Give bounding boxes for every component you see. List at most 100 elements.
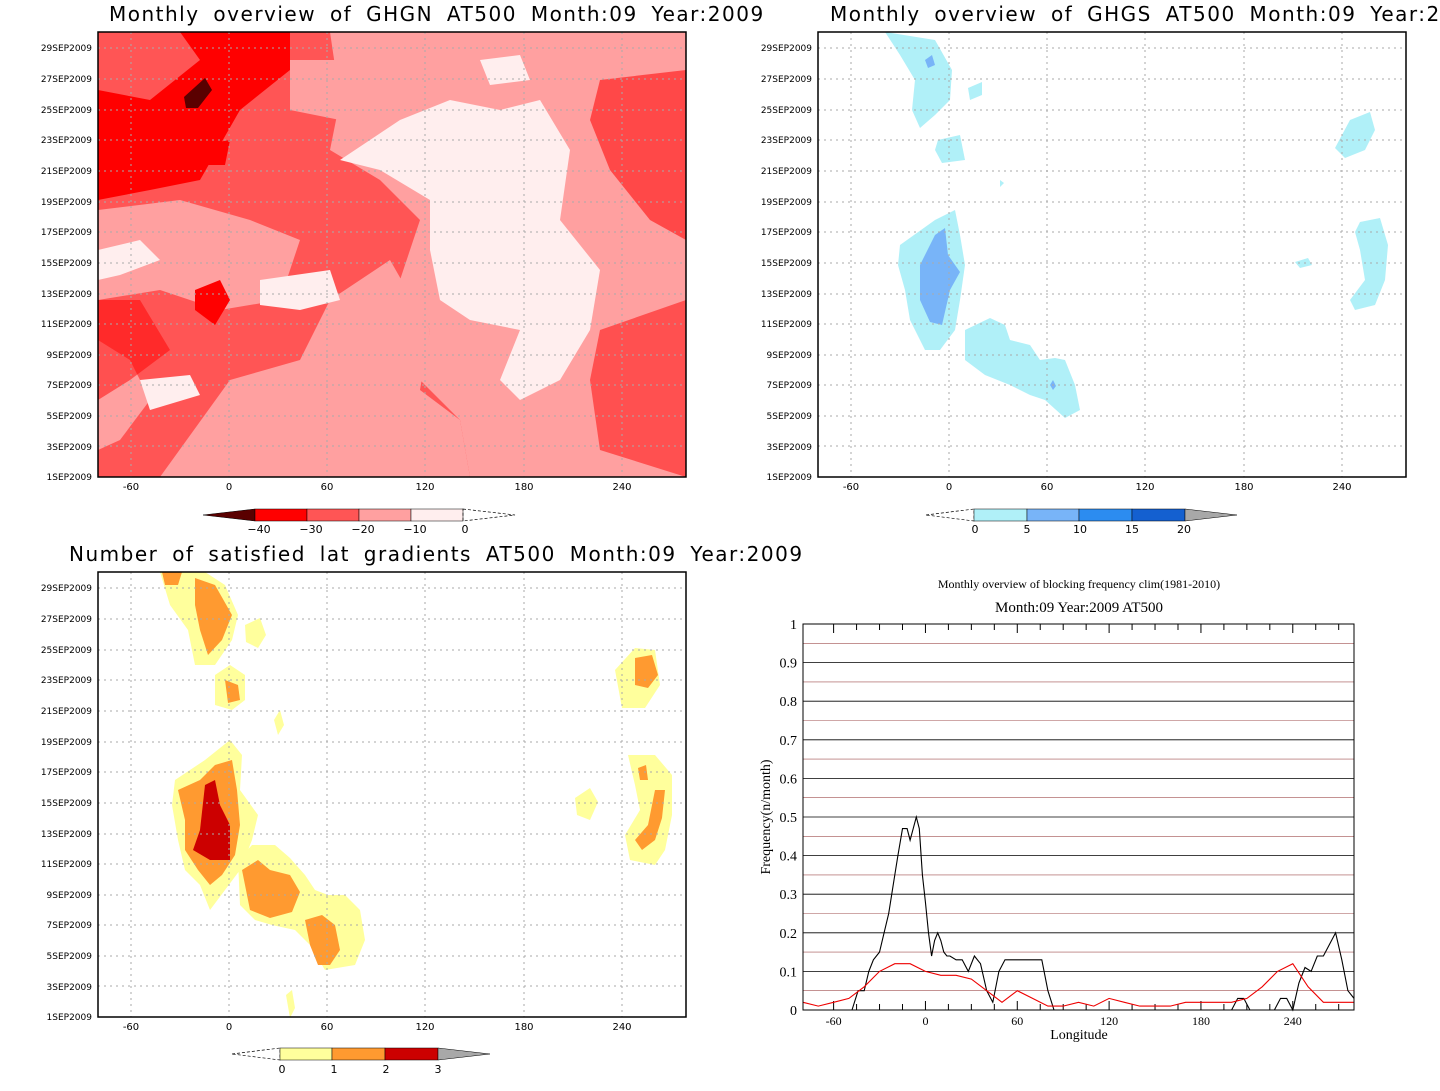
ghgn-chart: 1SEP2009 3SEP2009 5SEP2009 7SEP2009 9SEP…: [41, 31, 687, 536]
date-tick: 23SEP2009: [41, 676, 92, 686]
colorbar-label: −40: [247, 523, 270, 536]
lon-tick: 180: [514, 1022, 533, 1033]
date-tick: 9SEP2009: [767, 351, 813, 361]
lat-yticks: 1SEP2009 3SEP2009 5SEP2009 7SEP2009 9SEP…: [41, 584, 92, 1023]
x-tick-label: 180: [1192, 1014, 1210, 1028]
date-tick: 17SEP2009: [761, 228, 812, 238]
ghgs-chart: 1SEP2009 3SEP2009 5SEP2009 7SEP2009 9SEP…: [761, 31, 1407, 536]
date-tick: 21SEP2009: [41, 707, 92, 717]
y-tick-label: 0.1: [780, 965, 798, 980]
ghgn-title: Monthly overview of GHGN AT500 Month:09 …: [109, 2, 765, 26]
y-tick-label: 0.9: [780, 657, 798, 672]
colorbar-label: 0: [972, 523, 979, 536]
date-tick: 3SEP2009: [47, 443, 93, 453]
ghgn-contours: [98, 32, 686, 477]
date-tick: 15SEP2009: [41, 799, 92, 809]
date-tick: 1SEP2009: [47, 473, 93, 483]
ghgn-colorbar: −40 −30 −20 −10 0: [202, 508, 516, 536]
y-tick-label: 0.7: [780, 734, 798, 749]
ghgs-yticks: 1SEP2009 3SEP2009 5SEP2009 7SEP2009 9SEP…: [761, 44, 812, 483]
date-tick: 3SEP2009: [767, 443, 813, 453]
date-tick: 29SEP2009: [41, 584, 92, 594]
lon-tick: 120: [415, 1022, 434, 1033]
lon-tick: 120: [415, 482, 434, 493]
ghgs-xticks: -60 0 60 120 180 240: [843, 482, 1352, 493]
date-tick: 29SEP2009: [41, 44, 92, 54]
date-tick: 13SEP2009: [41, 830, 92, 840]
date-tick: 19SEP2009: [761, 198, 812, 208]
colorbar-label: 0: [279, 1063, 286, 1076]
date-tick: 1SEP2009: [47, 1013, 93, 1023]
freq-gridlines: [803, 643, 1354, 992]
date-tick: 23SEP2009: [41, 136, 92, 146]
freq-subtitle: Month:09 Year:2009 AT500: [995, 600, 1163, 616]
colorbar-label: 1: [331, 1063, 338, 1076]
date-tick: 7SEP2009: [767, 381, 813, 391]
lon-tick: -60: [123, 1022, 139, 1033]
colorbar-label: 15: [1125, 523, 1139, 536]
lon-tick: 0: [226, 482, 232, 493]
date-tick: 23SEP2009: [761, 136, 812, 146]
x-tick-label: -60: [826, 1014, 842, 1028]
ghgs-grid: [818, 32, 1406, 477]
y-tick-label: 0.2: [780, 927, 798, 942]
date-tick: 25SEP2009: [761, 106, 812, 116]
date-tick: 3SEP2009: [47, 983, 93, 993]
freq-yticks: 0 0.1 0.2 0.3 0.4 0.5 0.6 0.7 0.8 0.9 1: [780, 618, 798, 1019]
lat-colorbar: 0 1 2 3: [231, 1047, 491, 1076]
date-tick: 1SEP2009: [767, 473, 813, 483]
date-tick: 5SEP2009: [47, 412, 93, 422]
colorbar-label: 10: [1073, 523, 1087, 536]
lat-chart: 1SEP2009 3SEP2009 5SEP2009 7SEP2009 9SEP…: [41, 571, 687, 1076]
lat-grid: [98, 572, 686, 1017]
y-tick-label: 1: [790, 618, 797, 633]
date-tick: 17SEP2009: [41, 228, 92, 238]
ghgn-frame: [97, 31, 687, 478]
colorbar-label: 3: [435, 1063, 442, 1076]
date-tick: 5SEP2009: [767, 412, 813, 422]
freq-xlabel: Longitude: [1050, 1028, 1108, 1043]
date-tick: 21SEP2009: [761, 167, 812, 177]
date-tick: 7SEP2009: [47, 381, 93, 391]
colorbar-label: −10: [403, 523, 426, 536]
y-tick-label: 0.6: [780, 772, 798, 787]
date-tick: 21SEP2009: [41, 167, 92, 177]
ghgn-grid: [98, 32, 686, 477]
lon-tick: 240: [612, 1022, 631, 1033]
lon-tick: -60: [843, 482, 859, 493]
freq-ylabel: Frequency(n/month): [759, 759, 774, 874]
ghgn-xticks: -60 0 60 120 180 240: [123, 482, 632, 493]
date-tick: 11SEP2009: [41, 860, 92, 870]
date-tick: 19SEP2009: [41, 738, 92, 748]
ghgs-contours: [818, 32, 1406, 477]
freq-frame: [802, 623, 1355, 1011]
y-tick-label: 0.3: [780, 888, 798, 903]
date-tick: 13SEP2009: [41, 290, 92, 300]
y-tick-label: 0.8: [780, 695, 798, 710]
date-tick: 19SEP2009: [41, 198, 92, 208]
freq-lines: [802, 814, 1355, 1012]
x-tick-label: 0: [922, 1014, 928, 1028]
date-tick: 5SEP2009: [47, 952, 93, 962]
freq-xticks: -60 0 60 120 180 240: [826, 624, 1340, 1028]
colorbar-label: 2: [383, 1063, 390, 1076]
lon-tick: 60: [321, 482, 334, 493]
y-tick-label: 0: [790, 1004, 797, 1019]
date-tick: 15SEP2009: [761, 259, 812, 269]
colorbar-label: −20: [351, 523, 374, 536]
colorbar-label: 0: [462, 523, 469, 536]
series-line-red: [802, 962, 1354, 1007]
ghgs-title: Monthly overview of GHGS AT500 Month:09 …: [830, 2, 1440, 26]
freq-title: Monthly overview of blocking frequency c…: [938, 577, 1220, 591]
lon-tick: -60: [123, 482, 139, 493]
date-tick: 9SEP2009: [47, 351, 93, 361]
lat-contours: [98, 572, 686, 1017]
date-tick: 25SEP2009: [41, 646, 92, 656]
lat-frame: [97, 571, 687, 1018]
date-tick: 27SEP2009: [761, 75, 812, 85]
x-tick-label: 60: [1011, 1014, 1023, 1028]
colorbar-label: −30: [299, 523, 322, 536]
lon-tick: 0: [946, 482, 952, 493]
date-tick: 7SEP2009: [47, 921, 93, 931]
date-tick: 29SEP2009: [761, 44, 812, 54]
